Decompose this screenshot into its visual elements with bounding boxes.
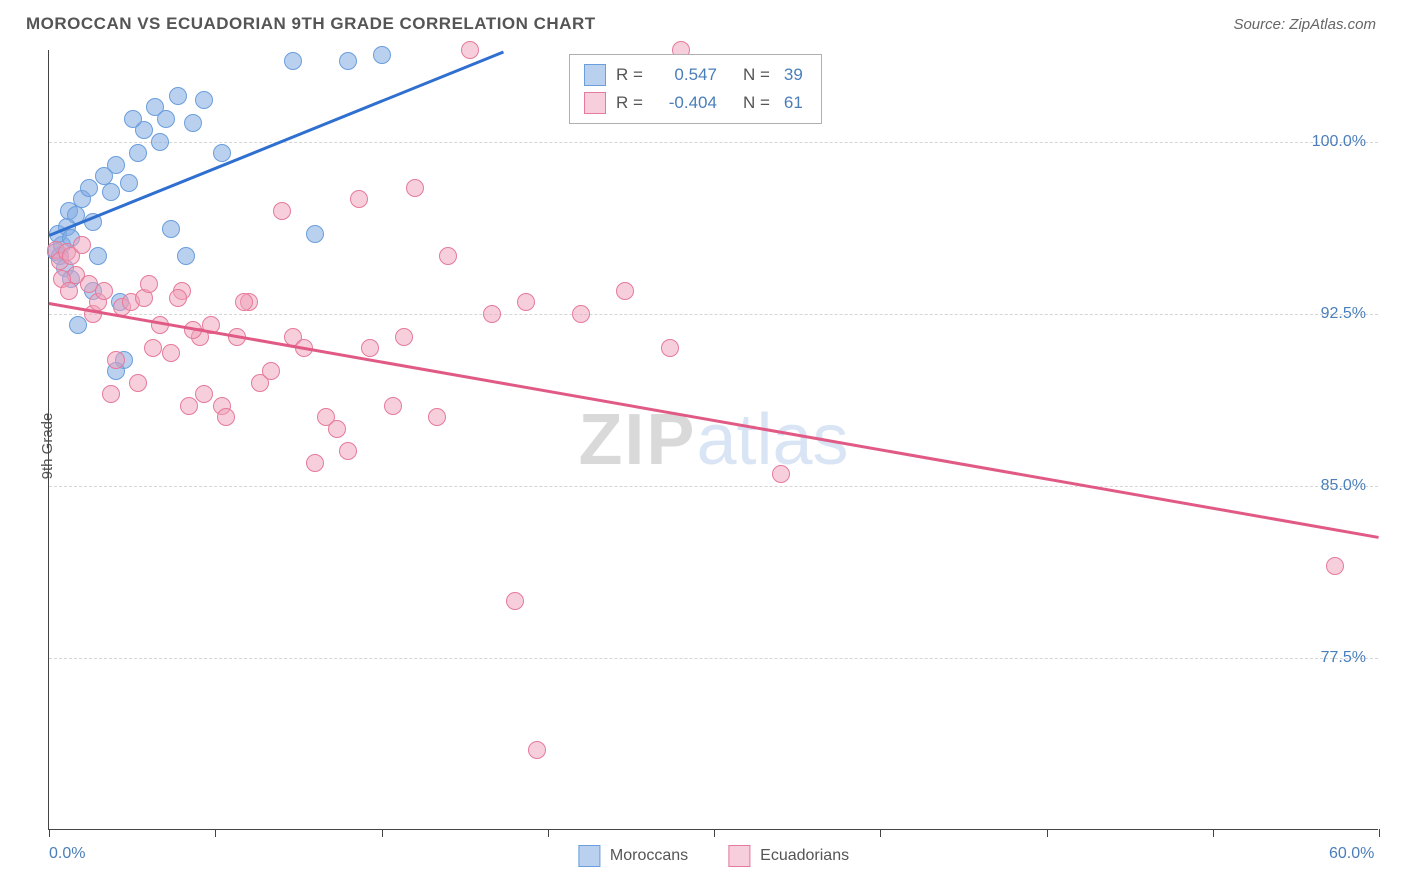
legend-label: Moroccans — [610, 847, 688, 865]
data-point — [772, 465, 790, 483]
gridline — [49, 142, 1378, 143]
data-point — [195, 91, 213, 109]
y-tick-label: 77.5% — [1321, 649, 1366, 667]
data-point — [144, 339, 162, 357]
data-point — [177, 247, 195, 265]
scatter-chart: ZIPatlas 77.5%85.0%92.5%100.0%0.0%60.0%R… — [48, 50, 1378, 830]
data-point — [213, 144, 231, 162]
data-point — [195, 385, 213, 403]
data-point — [80, 179, 98, 197]
data-point — [217, 408, 235, 426]
data-point — [483, 305, 501, 323]
data-point — [162, 344, 180, 362]
data-point — [89, 247, 107, 265]
gridline — [49, 658, 1378, 659]
data-point — [339, 442, 357, 460]
data-point — [169, 87, 187, 105]
data-point — [517, 293, 535, 311]
legend-swatch — [584, 92, 606, 114]
legend-item: Ecuadorians — [728, 845, 849, 867]
data-point — [102, 385, 120, 403]
data-point — [140, 275, 158, 293]
chart-title: MOROCCAN VS ECUADORIAN 9TH GRADE CORRELA… — [26, 14, 596, 34]
x-tick — [548, 829, 549, 837]
data-point — [339, 52, 357, 70]
legend-swatch — [728, 845, 750, 867]
legend-n-value: 61 — [784, 93, 803, 113]
legend-label: Ecuadorians — [760, 847, 849, 865]
data-point — [169, 289, 187, 307]
legend-r-value: 0.547 — [657, 65, 717, 85]
x-tick — [880, 829, 881, 837]
x-tick — [49, 829, 50, 837]
data-point — [129, 144, 147, 162]
data-point — [95, 282, 113, 300]
source-attribution: Source: ZipAtlas.com — [1233, 16, 1376, 33]
data-point — [306, 454, 324, 472]
data-point — [162, 220, 180, 238]
data-point — [129, 374, 147, 392]
legend-row: R =0.547N =39 — [584, 61, 807, 89]
x-tick — [1047, 829, 1048, 837]
data-point — [350, 190, 368, 208]
x-tick — [714, 829, 715, 837]
data-point — [1326, 557, 1344, 575]
x-tick — [215, 829, 216, 837]
data-point — [528, 741, 546, 759]
gridline — [49, 486, 1378, 487]
data-point — [262, 362, 280, 380]
y-tick-label: 92.5% — [1321, 305, 1366, 323]
x-tick — [1379, 829, 1380, 837]
data-point — [235, 293, 253, 311]
data-point — [120, 174, 138, 192]
data-point — [306, 225, 324, 243]
x-tick — [382, 829, 383, 837]
data-point — [184, 114, 202, 132]
data-point — [461, 41, 479, 59]
data-point — [69, 316, 87, 334]
legend-row: R =-0.404N =61 — [584, 89, 807, 117]
legend-swatch — [584, 64, 606, 86]
data-point — [157, 110, 175, 128]
data-point — [572, 305, 590, 323]
data-point — [151, 133, 169, 151]
data-point — [73, 236, 91, 254]
legend-swatch — [578, 845, 600, 867]
legend-r-value: -0.404 — [657, 93, 717, 113]
data-point — [439, 247, 457, 265]
category-legend: Moroccans Ecuadorians — [578, 845, 849, 867]
data-point — [616, 282, 634, 300]
x-tick — [1213, 829, 1214, 837]
gridline — [49, 314, 1378, 315]
data-point — [107, 351, 125, 369]
data-point — [180, 397, 198, 415]
data-point — [107, 156, 125, 174]
data-point — [395, 328, 413, 346]
legend-item: Moroccans — [578, 845, 688, 867]
data-point — [428, 408, 446, 426]
stats-legend: R =0.547N =39R =-0.404N =61 — [569, 54, 822, 124]
data-point — [284, 52, 302, 70]
data-point — [60, 282, 78, 300]
watermark: ZIPatlas — [578, 399, 848, 481]
x-tick-label: 60.0% — [1329, 845, 1374, 863]
data-point — [102, 183, 120, 201]
data-point — [506, 592, 524, 610]
data-point — [124, 110, 142, 128]
data-point — [661, 339, 679, 357]
x-tick-label: 0.0% — [49, 845, 85, 863]
data-point — [273, 202, 291, 220]
data-point — [361, 339, 379, 357]
legend-n-value: 39 — [784, 65, 803, 85]
data-point — [406, 179, 424, 197]
data-point — [328, 420, 346, 438]
data-point — [373, 46, 391, 64]
trend-line — [49, 302, 1379, 538]
y-tick-label: 100.0% — [1312, 133, 1366, 151]
y-tick-label: 85.0% — [1321, 477, 1366, 495]
data-point — [384, 397, 402, 415]
